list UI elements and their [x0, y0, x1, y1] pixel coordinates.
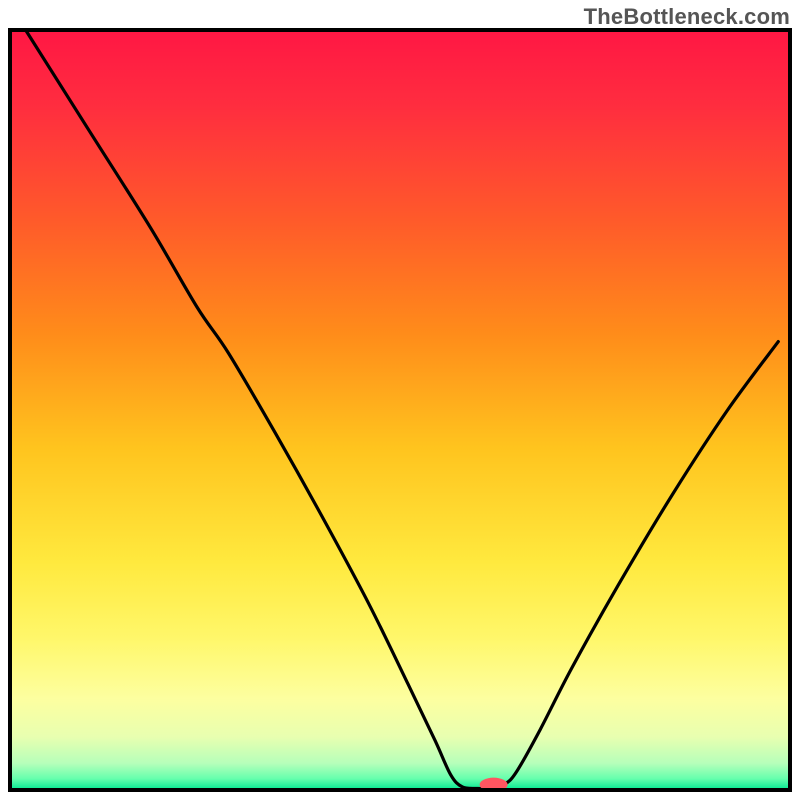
gradient-background	[10, 30, 790, 790]
bottleneck-chart: TheBottleneck.com	[0, 0, 800, 800]
chart-svg	[0, 0, 800, 800]
watermark-text: TheBottleneck.com	[584, 4, 790, 30]
